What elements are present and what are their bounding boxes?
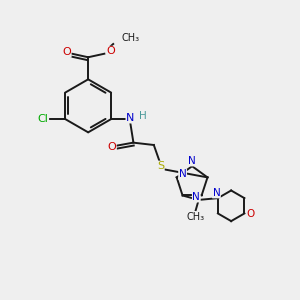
Text: O: O bbox=[107, 142, 116, 152]
Text: O: O bbox=[62, 47, 71, 57]
Text: N: N bbox=[188, 156, 195, 166]
Text: O: O bbox=[247, 209, 255, 219]
Text: N: N bbox=[212, 188, 220, 198]
Text: O: O bbox=[106, 46, 115, 56]
Text: CH₃: CH₃ bbox=[187, 212, 205, 222]
Text: N: N bbox=[192, 192, 200, 202]
Text: S: S bbox=[157, 161, 164, 171]
Text: N: N bbox=[126, 113, 134, 123]
Text: Cl: Cl bbox=[38, 114, 49, 124]
Text: N: N bbox=[179, 169, 187, 179]
Text: H: H bbox=[139, 110, 147, 121]
Text: CH₃: CH₃ bbox=[122, 32, 140, 43]
